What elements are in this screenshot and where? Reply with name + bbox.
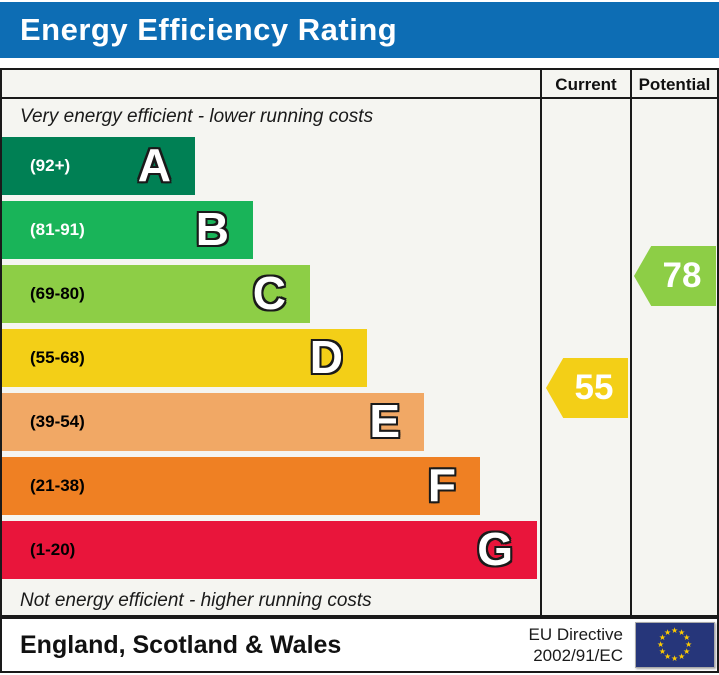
eu-star-icon: ★ <box>671 654 679 663</box>
current-column-header: Current <box>555 74 617 94</box>
eu-star-icon: ★ <box>671 626 679 635</box>
eu-star-icon: ★ <box>657 640 665 649</box>
band-b: (81-91) B <box>2 201 253 259</box>
band-c: (69-80) C <box>2 265 310 323</box>
band-b-letter: B <box>195 202 229 255</box>
eu-star-icon: ★ <box>683 647 691 656</box>
band-a-range: (92+) <box>30 156 71 175</box>
eu-star-icon: ★ <box>664 627 672 637</box>
eu-star-icon: ★ <box>685 640 693 649</box>
band-f-letter: F <box>427 458 456 511</box>
band-d: (55-68) D <box>2 329 367 387</box>
bottom-note: Not energy efficient - higher running co… <box>20 590 372 611</box>
eu-star-icon: ★ <box>664 652 672 662</box>
footer-bar: England, Scotland & Wales EU Directive 2… <box>0 617 719 673</box>
current-column-divider <box>540 70 542 615</box>
table-header-row: Current Potential <box>2 70 717 99</box>
band-e-letter: E <box>369 394 400 447</box>
band-g-range: (1-20) <box>30 540 76 559</box>
band-c-range: (69-80) <box>30 284 85 303</box>
eu-flag-icon: ★ ★ ★ ★ ★ ★ ★ ★ ★ ★ ★ ★ <box>635 622 715 668</box>
page-title: Energy Efficiency Rating <box>20 12 398 47</box>
band-d-letter: D <box>309 330 343 383</box>
band-a: (92+) A <box>2 137 195 195</box>
band-e: (39-54) E <box>2 393 424 451</box>
eu-star-icon: ★ <box>678 627 686 637</box>
eu-directive-label: EU Directive 2002/91/EC <box>528 624 623 665</box>
band-b-range: (81-91) <box>30 220 85 239</box>
band-g-letter: G <box>477 522 513 575</box>
band-a-letter: A <box>137 138 171 191</box>
band-e-range: (39-54) <box>30 412 85 431</box>
current-rating-value: 55 <box>574 368 614 407</box>
band-c-letter: C <box>252 266 286 319</box>
band-g: (1-20) G <box>2 521 537 579</box>
rating-table: Current Potential Very energy efficient … <box>0 68 719 617</box>
title-bar: Energy Efficiency Rating <box>0 2 719 58</box>
band-f-range: (21-38) <box>30 476 85 495</box>
eu-star-icon: ★ <box>658 647 667 656</box>
potential-column-divider <box>630 70 632 615</box>
region-label: England, Scotland & Wales <box>20 630 342 659</box>
eu-star-icon: ★ <box>678 652 686 662</box>
eu-star-icon: ★ <box>658 633 667 642</box>
top-note: Very energy efficient - lower running co… <box>20 106 374 127</box>
potential-column-header: Potential <box>638 74 711 94</box>
eu-star-icon: ★ <box>683 633 691 642</box>
band-d-range: (55-68) <box>30 348 85 367</box>
current-rating-arrow: 55 <box>546 358 628 418</box>
potential-rating-value: 78 <box>662 256 702 295</box>
potential-rating-arrow: 78 <box>634 246 716 306</box>
band-f: (21-38) F <box>2 457 480 515</box>
